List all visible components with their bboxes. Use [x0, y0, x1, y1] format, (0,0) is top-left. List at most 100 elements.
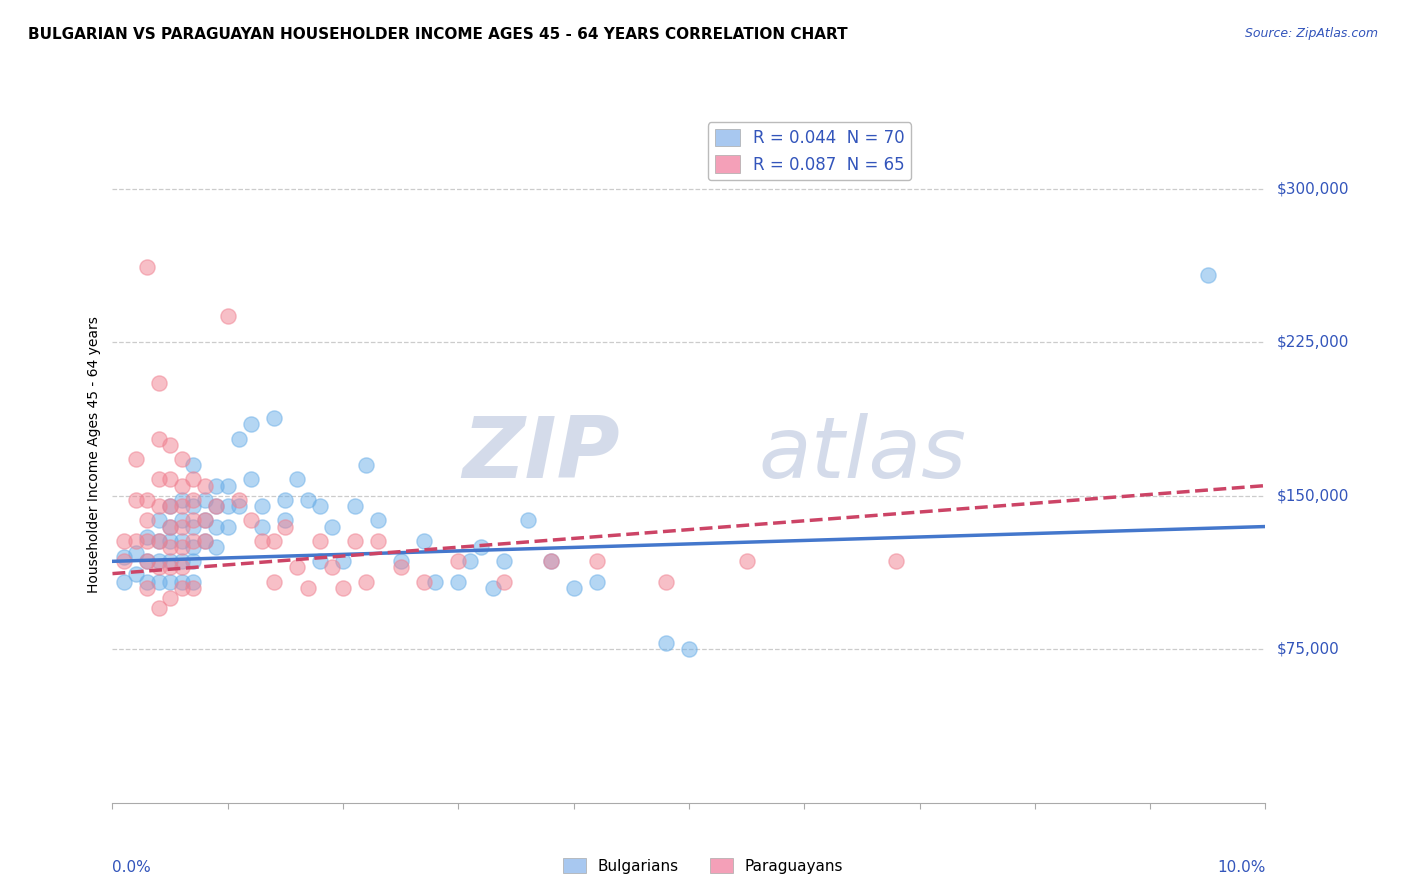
Point [239, 473, 262, 487]
Point [447, 554, 470, 568]
Point [159, 533, 181, 548]
Point [285, 473, 308, 487]
Point [367, 533, 389, 548]
Point [159, 519, 181, 533]
Point [263, 574, 285, 589]
Point [217, 499, 239, 513]
Point [228, 432, 250, 446]
Point [263, 533, 285, 548]
Point [205, 540, 228, 554]
Point [194, 533, 217, 548]
Point [228, 499, 250, 513]
Y-axis label: Householder Income Ages 45 - 64 years: Householder Income Ages 45 - 64 years [87, 317, 101, 593]
Point [447, 574, 470, 589]
Point [170, 478, 193, 492]
Point [194, 513, 217, 527]
Point [309, 554, 332, 568]
Point [159, 499, 181, 513]
Point [354, 458, 377, 472]
Point [367, 513, 389, 527]
Legend: R = 0.044  N = 70, R = 0.087  N = 65: R = 0.044 N = 70, R = 0.087 N = 65 [707, 122, 911, 180]
Point [136, 513, 159, 527]
Point [181, 581, 204, 595]
Point [159, 560, 181, 574]
Point [194, 533, 217, 548]
Point [112, 574, 135, 589]
Point [562, 581, 585, 595]
Point [136, 554, 159, 568]
Point [343, 533, 366, 548]
Point [136, 554, 159, 568]
Point [170, 574, 193, 589]
Point [170, 581, 193, 595]
Point [159, 499, 181, 513]
Point [148, 513, 170, 527]
Point [148, 554, 170, 568]
Point [239, 417, 262, 432]
Point [170, 452, 193, 467]
Point [1197, 268, 1219, 282]
Point [181, 492, 204, 507]
Point [297, 492, 319, 507]
Point [159, 591, 181, 606]
Point [205, 499, 228, 513]
Point [412, 533, 434, 548]
Point [159, 519, 181, 533]
Point [425, 574, 447, 589]
Point [205, 519, 228, 533]
Point [274, 519, 297, 533]
Legend: Bulgarians, Paraguayans: Bulgarians, Paraguayans [557, 852, 849, 880]
Point [263, 411, 285, 425]
Point [585, 574, 607, 589]
Point [136, 260, 159, 274]
Text: $225,000: $225,000 [1277, 334, 1348, 350]
Point [194, 492, 217, 507]
Point [148, 499, 170, 513]
Point [274, 513, 297, 527]
Text: $300,000: $300,000 [1277, 181, 1348, 196]
Point [309, 533, 332, 548]
Point [124, 492, 146, 507]
Point [655, 574, 678, 589]
Point [217, 309, 239, 323]
Point [112, 533, 135, 548]
Point [136, 492, 159, 507]
Text: atlas: atlas [758, 413, 966, 497]
Point [170, 519, 193, 533]
Point [148, 601, 170, 615]
Text: 10.0%: 10.0% [1218, 860, 1265, 875]
Point [886, 554, 908, 568]
Point [159, 540, 181, 554]
Point [181, 499, 204, 513]
Point [494, 574, 516, 589]
Point [159, 438, 181, 452]
Point [159, 554, 181, 568]
Point [148, 376, 170, 391]
Point [170, 533, 193, 548]
Point [170, 513, 193, 527]
Point [124, 533, 146, 548]
Point [458, 554, 481, 568]
Text: 0.0%: 0.0% [112, 860, 152, 875]
Point [136, 581, 159, 595]
Point [217, 478, 239, 492]
Point [321, 519, 343, 533]
Point [494, 554, 516, 568]
Point [540, 554, 562, 568]
Text: BULGARIAN VS PARAGUAYAN HOUSEHOLDER INCOME AGES 45 - 64 YEARS CORRELATION CHART: BULGARIAN VS PARAGUAYAN HOUSEHOLDER INCO… [28, 27, 848, 42]
Point [181, 574, 204, 589]
Point [309, 499, 332, 513]
Point [205, 499, 228, 513]
Point [297, 581, 319, 595]
Text: $150,000: $150,000 [1277, 488, 1348, 503]
Point [112, 550, 135, 565]
Point [112, 554, 135, 568]
Point [181, 458, 204, 472]
Point [181, 473, 204, 487]
Point [470, 540, 492, 554]
Point [136, 574, 159, 589]
Point [389, 554, 412, 568]
Point [540, 554, 562, 568]
Point [194, 513, 217, 527]
Point [412, 574, 434, 589]
